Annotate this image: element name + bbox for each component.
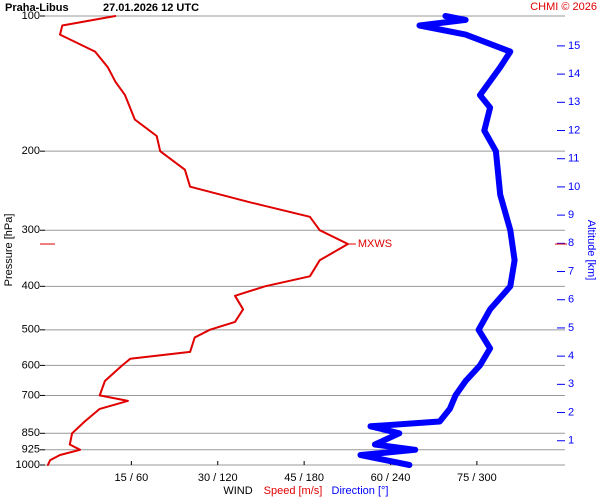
x-tick-label: 30 / 120: [198, 472, 238, 484]
y2-axis-label: Altitude [km]: [585, 220, 597, 281]
x-tick-label: 15 / 60: [115, 472, 149, 484]
y2-tick-label: 4: [568, 350, 574, 362]
chart-title: Praha-Libus: [5, 2, 69, 14]
y-tick-label: 700: [22, 389, 40, 401]
y-tick-label: 850: [22, 427, 40, 439]
y2-tick-label: 15: [568, 40, 580, 52]
x-tick-label: 75 / 300: [457, 472, 497, 484]
legend-entry: Direction [°]: [332, 485, 389, 497]
y2-tick-label: 3: [568, 378, 574, 390]
y-tick-label: 925: [22, 444, 40, 456]
y2-tick-label: 12: [568, 124, 580, 136]
y2-tick-label: 1: [568, 435, 574, 447]
y-tick-label: 600: [22, 359, 40, 371]
y2-tick-label: 6: [568, 294, 574, 306]
y-tick-label: 100: [22, 10, 40, 22]
y2-tick-label: 13: [568, 96, 580, 108]
y-axis-label: Pressure [hPa]: [3, 214, 15, 287]
annotation: MXWS: [358, 238, 392, 250]
x-tick-label: 60 / 240: [371, 472, 411, 484]
y2-tick-label: 10: [568, 181, 580, 193]
y2-tick-label: 8: [568, 237, 574, 249]
series-line: [357, 13, 518, 468]
y2-tick-label: 11: [568, 153, 579, 165]
y-tick-label: 300: [22, 224, 40, 236]
source: CHMI © 2026: [530, 1, 597, 13]
series-line: [46, 15, 349, 466]
y-tick-label: 400: [22, 280, 40, 292]
x-axis-label: WIND: [223, 485, 252, 497]
y2-tick-label: 14: [568, 68, 580, 80]
y2-tick-label: 5: [568, 322, 574, 334]
chart-subtitle: 27.01.2026 12 UTC: [103, 2, 199, 14]
y2-tick-label: 7: [568, 265, 574, 277]
legend-entry: Speed [m/s]: [264, 485, 323, 497]
x-tick-label: 45 / 180: [284, 472, 324, 484]
y2-tick-label: 9: [568, 209, 574, 221]
y-tick-label: 500: [22, 324, 40, 336]
y-tick-label: 1000: [16, 459, 40, 471]
y-tick-label: 200: [22, 145, 40, 157]
y2-tick-label: 2: [568, 406, 574, 418]
